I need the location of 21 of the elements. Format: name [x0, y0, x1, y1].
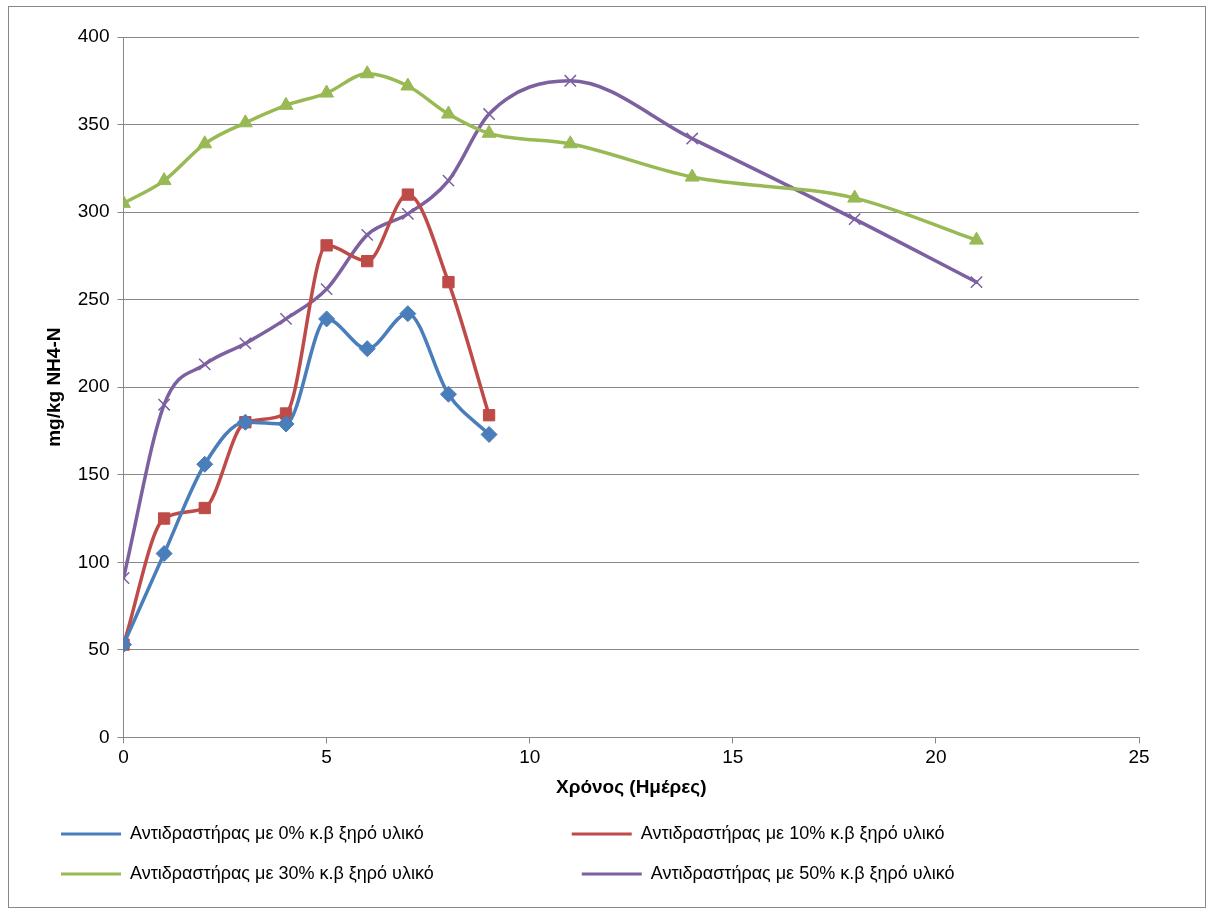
y-tick-label: 150	[77, 462, 110, 484]
x-tick-label: 0	[118, 746, 129, 768]
legend-label: Αντιδραστήρας με 0% κ.β ξηρό υλικό	[130, 822, 550, 843]
y-tick-label: 300	[77, 200, 110, 222]
x-axis-title: Χρόνος (Ημέρες)	[555, 775, 707, 797]
y-tick-label: 100	[77, 550, 110, 572]
legend-label: Αντιδραστήρας με 10% κ.β ξηρό υλικό	[640, 822, 1071, 843]
y-tick-label: 350	[77, 112, 110, 134]
x-tick-label: 10	[519, 746, 541, 768]
y-tick-label: 200	[77, 375, 110, 397]
x-tick-label: 15	[722, 746, 744, 768]
legend-label: Αντιδραστήρας με 50% κ.β ξηρό υλικό	[650, 862, 1081, 883]
x-tick-label: 20	[925, 746, 947, 768]
y-tick-label: 50	[88, 638, 110, 660]
y-tick-label: 250	[77, 287, 110, 309]
y-tick-label: 0	[98, 725, 110, 747]
legend-label: Αντιδραστήρας με 30% κ.β ξηρό υλικό	[130, 862, 560, 883]
y-tick-label: 400	[77, 25, 110, 47]
x-tick-label: 25	[1128, 746, 1150, 768]
x-tick-label: 5	[321, 746, 332, 768]
y-axis-title: mg/kg NH4-N	[42, 327, 64, 447]
